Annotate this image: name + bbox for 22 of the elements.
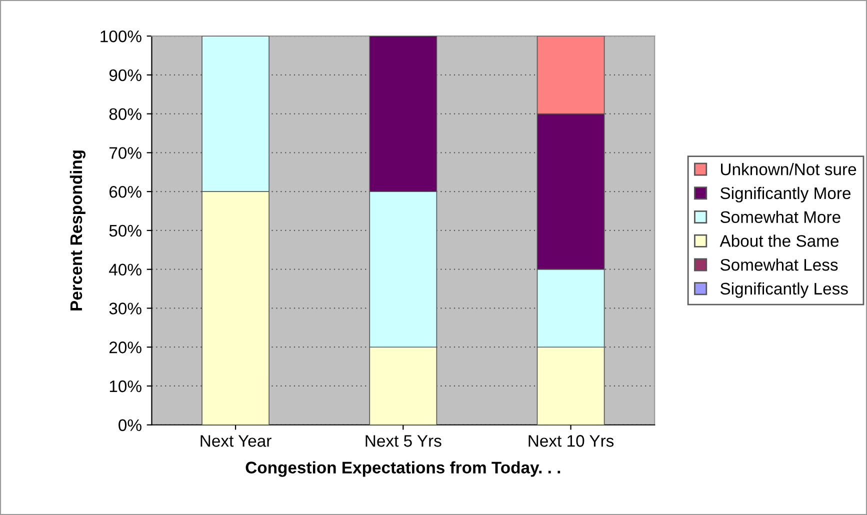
legend-label: Somewhat More	[720, 210, 840, 223]
legend-label: Unknown/Not sure	[721, 163, 856, 176]
x-tick-label: Next 5 Yrs	[366, 435, 442, 447]
y-tick-label: 30%	[109, 302, 142, 314]
y-tick-label: 80%	[109, 108, 142, 120]
legend-label: Significantly Less	[720, 282, 848, 298]
x-tick-label: Next 10 Yrs	[528, 435, 614, 447]
y-tick-label: 40%	[109, 264, 142, 276]
y-tick-label: 70%	[110, 147, 142, 159]
legend-label: About the Same	[720, 234, 839, 247]
x-axis-title: Congestion Expectations from Today. . .	[246, 461, 560, 477]
y-tick-label: 60%	[109, 186, 142, 198]
y-tick-label: 20%	[109, 342, 142, 354]
y-axis-title: Percent Responding	[70, 150, 86, 310]
y-tick-label: 0%	[118, 419, 142, 432]
y-tick-label: 90%	[109, 69, 142, 82]
legend-label: Significantly More	[720, 186, 851, 202]
y-tick-label: 50%	[109, 224, 142, 237]
legend-label: Somewhat Less	[720, 258, 838, 271]
x-tick-label: Next Year	[200, 435, 272, 447]
y-tick-label: 10%	[110, 380, 142, 392]
y-tick-label: 100%	[100, 30, 142, 42]
